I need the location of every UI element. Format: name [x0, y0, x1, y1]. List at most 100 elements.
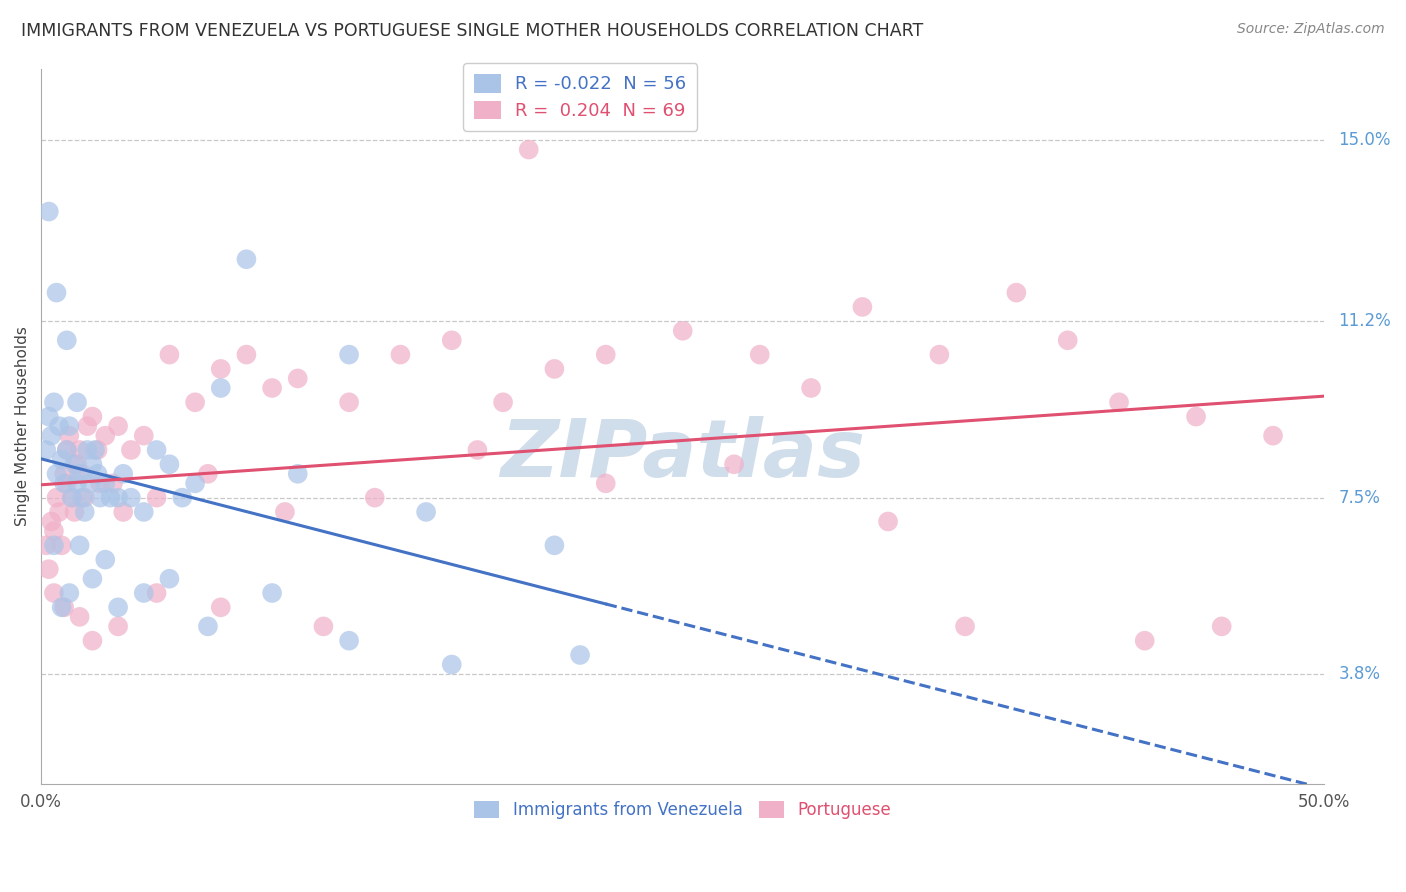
Point [595, 348, 617, 362]
Point [94, 428, 117, 442]
Point [287, 467, 309, 481]
Point [1108, 395, 1130, 409]
Point [55, 442, 77, 457]
Point [60, 491, 83, 505]
Point [672, 324, 695, 338]
Point [69, 538, 91, 552]
Point [112, 505, 135, 519]
Point [184, 476, 207, 491]
Point [235, 252, 257, 267]
Point [184, 395, 207, 409]
Point [35, 442, 58, 457]
Point [800, 381, 823, 395]
Text: 15.0%: 15.0% [1339, 131, 1391, 149]
Point [337, 348, 360, 362]
Point [41, 515, 63, 529]
Point [45, 285, 67, 300]
Point [58, 586, 80, 600]
Point [1056, 334, 1078, 348]
Point [132, 428, 155, 442]
Point [69, 610, 91, 624]
Point [42, 524, 65, 538]
Point [235, 348, 257, 362]
Point [69, 442, 91, 457]
Point [55, 442, 77, 457]
Point [120, 442, 142, 457]
Point [569, 648, 592, 662]
Point [492, 395, 515, 409]
Point [159, 572, 181, 586]
Point [748, 348, 770, 362]
Point [51, 600, 73, 615]
Point [69, 467, 91, 481]
Point [312, 619, 335, 633]
Point [53, 467, 76, 481]
Point [172, 491, 194, 505]
Point [877, 515, 900, 529]
Point [48, 419, 70, 434]
Point [45, 491, 67, 505]
Point [45, 467, 67, 481]
Point [159, 457, 181, 471]
Point [79, 476, 101, 491]
Point [76, 419, 98, 434]
Point [42, 538, 65, 552]
Point [145, 491, 167, 505]
Point [209, 362, 232, 376]
Point [42, 395, 65, 409]
Point [440, 657, 463, 672]
Text: 11.2%: 11.2% [1339, 312, 1391, 330]
Point [51, 452, 73, 467]
Point [107, 619, 129, 633]
Point [467, 442, 489, 457]
Point [415, 505, 437, 519]
Point [89, 491, 111, 505]
Point [41, 428, 63, 442]
Point [100, 491, 122, 505]
Point [132, 505, 155, 519]
Point [132, 586, 155, 600]
Point [70, 467, 93, 481]
Point [928, 348, 950, 362]
Point [38, 204, 60, 219]
Point [1133, 633, 1156, 648]
Point [197, 619, 219, 633]
Point [82, 572, 104, 586]
Legend: Immigrants from Venezuela, Portuguese: Immigrants from Venezuela, Portuguese [468, 794, 898, 825]
Point [73, 505, 96, 519]
Point [86, 467, 108, 481]
Point [262, 586, 284, 600]
Point [38, 562, 60, 576]
Text: 7.5%: 7.5% [1339, 489, 1381, 507]
Point [84, 442, 107, 457]
Point [53, 476, 76, 491]
Point [543, 362, 565, 376]
Point [595, 476, 617, 491]
Point [145, 442, 167, 457]
Point [101, 476, 124, 491]
Point [107, 419, 129, 434]
Point [723, 457, 745, 471]
Point [35, 538, 58, 552]
Point [82, 457, 104, 471]
Point [159, 348, 181, 362]
Point [337, 395, 360, 409]
Text: ZIPatlas: ZIPatlas [501, 416, 865, 494]
Point [82, 633, 104, 648]
Point [42, 586, 65, 600]
Text: 3.8%: 3.8% [1339, 665, 1381, 683]
Text: Source: ZipAtlas.com: Source: ZipAtlas.com [1237, 22, 1385, 37]
Point [337, 633, 360, 648]
Point [389, 348, 412, 362]
Point [145, 586, 167, 600]
Point [262, 381, 284, 395]
Point [543, 538, 565, 552]
Point [38, 409, 60, 424]
Point [209, 600, 232, 615]
Point [953, 619, 976, 633]
Point [1185, 409, 1208, 424]
Point [274, 505, 297, 519]
Point [209, 381, 232, 395]
Point [51, 538, 73, 552]
Point [58, 419, 80, 434]
